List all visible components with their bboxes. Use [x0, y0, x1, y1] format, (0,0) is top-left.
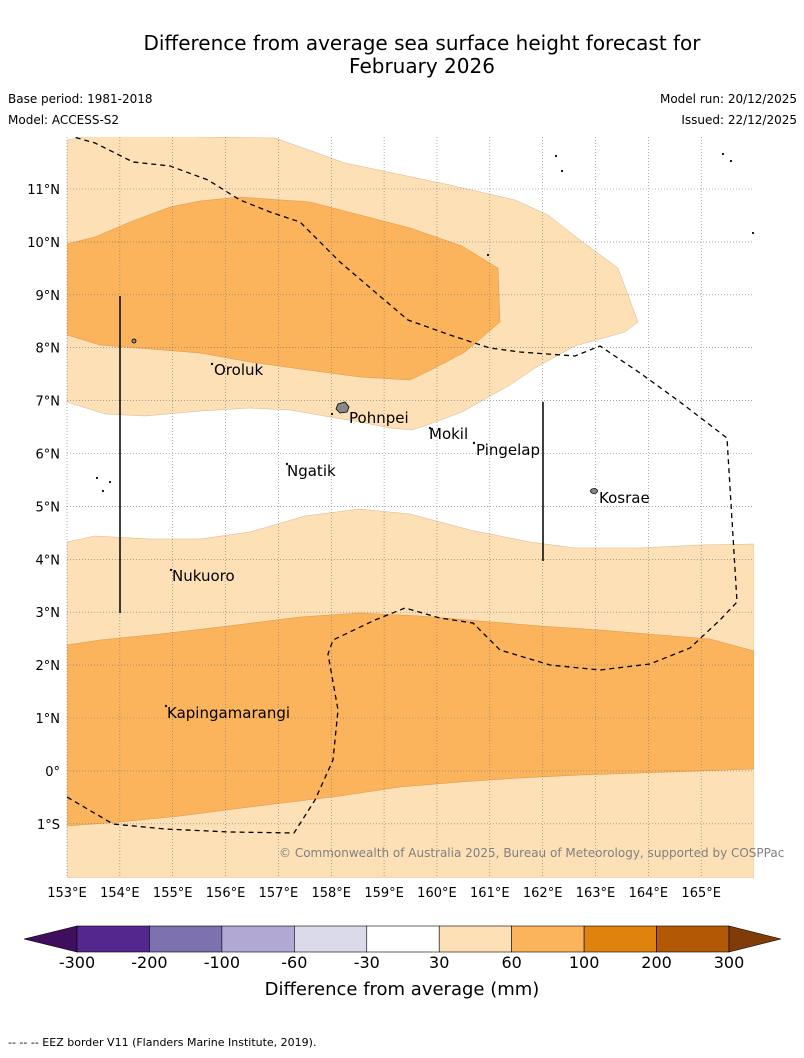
reef-w-3	[108, 480, 112, 484]
eez-border	[67, 137, 738, 834]
lon-label: 161°E	[470, 886, 510, 901]
graticule	[66, 137, 754, 878]
place-nukuoro: Nukuoro	[172, 567, 235, 585]
lat-label: 3°N	[36, 606, 61, 621]
place-kapingamarangi: Kapingamarangi	[167, 704, 290, 722]
lat-label: 10°N	[27, 236, 60, 251]
lat-label: 7°N	[36, 395, 61, 410]
legend-tick-label: -200	[131, 953, 167, 972]
place-pingelap: Pingelap	[476, 441, 540, 459]
anomaly-fields	[67, 137, 754, 878]
lon-label: 154°E	[100, 886, 140, 901]
legend-extend-low	[23, 925, 78, 953]
lon-label: 160°E	[417, 886, 457, 901]
reef-nw-2	[560, 169, 564, 173]
lat-label: 2°N	[36, 659, 61, 674]
legend-swatch	[294, 925, 368, 953]
oroluk-atoll	[210, 362, 214, 366]
kosrae-island	[590, 488, 598, 494]
lon-label: 157°E	[259, 886, 299, 901]
latitude-labels: 11°N 10°N 9°N 8°N 7°N 6°N 5°N 4°N 3°N 2°N 1°N 0° 1°S	[27, 183, 60, 833]
legend-tick-label: 300	[714, 953, 745, 972]
north-core-60-100	[67, 196, 501, 381]
legend-swatch	[149, 925, 223, 953]
sea-level-map: Oroluk Pohnpei Mokil Pingelap Ngatik Kos…	[23, 137, 784, 1000]
lat-label: 9°N	[36, 289, 61, 304]
legend-swatch	[438, 925, 512, 953]
legend-swatch	[656, 925, 730, 953]
copyright-notice: © Commonwealth of Australia 2025, Bureau…	[279, 846, 784, 860]
lon-label: 162°E	[523, 886, 563, 901]
model-run: Model run: 20/12/2025	[659, 92, 797, 106]
lat-label: 1°S	[37, 818, 60, 833]
legend-tick-label: -300	[59, 953, 95, 972]
eez-north-line	[67, 137, 738, 834]
lon-label: 158°E	[311, 886, 351, 901]
reef-e-1	[751, 231, 755, 235]
lon-label: 156°E	[206, 886, 246, 901]
lat-label: 11°N	[27, 183, 60, 198]
place-kosrae: Kosrae	[599, 489, 650, 507]
eez-footnote: -- -- -- EEZ border V11 (Flanders Marine…	[8, 1036, 317, 1049]
ngatik-atoll	[285, 462, 289, 466]
legend-tick-label: 200	[641, 953, 672, 972]
place-oroluk: Oroluk	[214, 361, 263, 379]
title-line-2: February 2026	[349, 54, 495, 78]
reef-nw-1	[554, 154, 558, 158]
lon-label: 153°E	[47, 886, 87, 901]
place-mokil: Mokil	[429, 425, 468, 443]
islands	[95, 152, 755, 708]
south-core-60-100	[67, 612, 754, 827]
legend-swatch	[221, 925, 295, 953]
legend-swatch	[76, 925, 150, 953]
legend-swatch	[511, 925, 585, 953]
pohnpei-island	[335, 401, 350, 414]
nukuoro-atoll	[169, 568, 173, 572]
legend-tick-label: -30	[354, 953, 380, 972]
lon-label: 155°E	[153, 886, 193, 901]
lon-label: 164°E	[629, 886, 669, 901]
place-ngatik: Ngatik	[287, 462, 336, 480]
pingelap-atoll	[472, 441, 476, 445]
reef-ne-1	[721, 152, 725, 156]
colour-legend: -300 -200 -100 -60 -30 30 60 100 200 300 Differen…	[23, 925, 782, 1000]
reef-w-1	[95, 476, 99, 480]
legend-title: Difference from average (mm)	[265, 979, 540, 1000]
lat-label: 1°N	[36, 712, 61, 727]
legend-tick-label: -60	[281, 953, 307, 972]
lat-label: 6°N	[36, 448, 61, 463]
small-island-west	[131, 338, 137, 344]
base-period: Base period: 1981-2018	[8, 92, 153, 106]
map-title: Difference from average sea surface heig…	[0, 32, 804, 78]
reef-pohnpei	[330, 412, 334, 416]
legend-tick-label: 100	[569, 953, 600, 972]
lat-label: 5°N	[36, 500, 61, 515]
mokil-atoll	[428, 426, 432, 430]
lon-label: 163°E	[576, 886, 616, 901]
legend-tick-label: -100	[204, 953, 240, 972]
place-pohnpei: Pohnpei	[349, 409, 409, 427]
legend-extend-high	[728, 925, 782, 953]
lat-label: 4°N	[36, 553, 61, 568]
kapingamarangi-atoll	[164, 704, 168, 708]
legend-swatch	[366, 925, 440, 953]
lat-label: 8°N	[36, 342, 61, 357]
reef-ne-2	[729, 159, 733, 163]
longitude-labels: 153°E 154°E 155°E 156°E 157°E 158°E 159°E 160°E…	[47, 886, 721, 901]
reef-n-1	[486, 253, 490, 257]
model-name: Model: ACCESS-S2	[8, 113, 120, 127]
title-line-1: Difference from average sea surface heig…	[143, 31, 701, 55]
legend-tick-label: 60	[501, 953, 521, 972]
legend-tick-label: 30	[429, 953, 449, 972]
lat-label: 0°	[45, 765, 60, 780]
issued-date: Issued: 22/12/2025	[681, 113, 797, 127]
lon-label: 159°E	[364, 886, 404, 901]
reef-w-2	[101, 489, 105, 493]
legend-swatch	[583, 925, 657, 953]
lon-label: 165°E	[681, 886, 721, 901]
